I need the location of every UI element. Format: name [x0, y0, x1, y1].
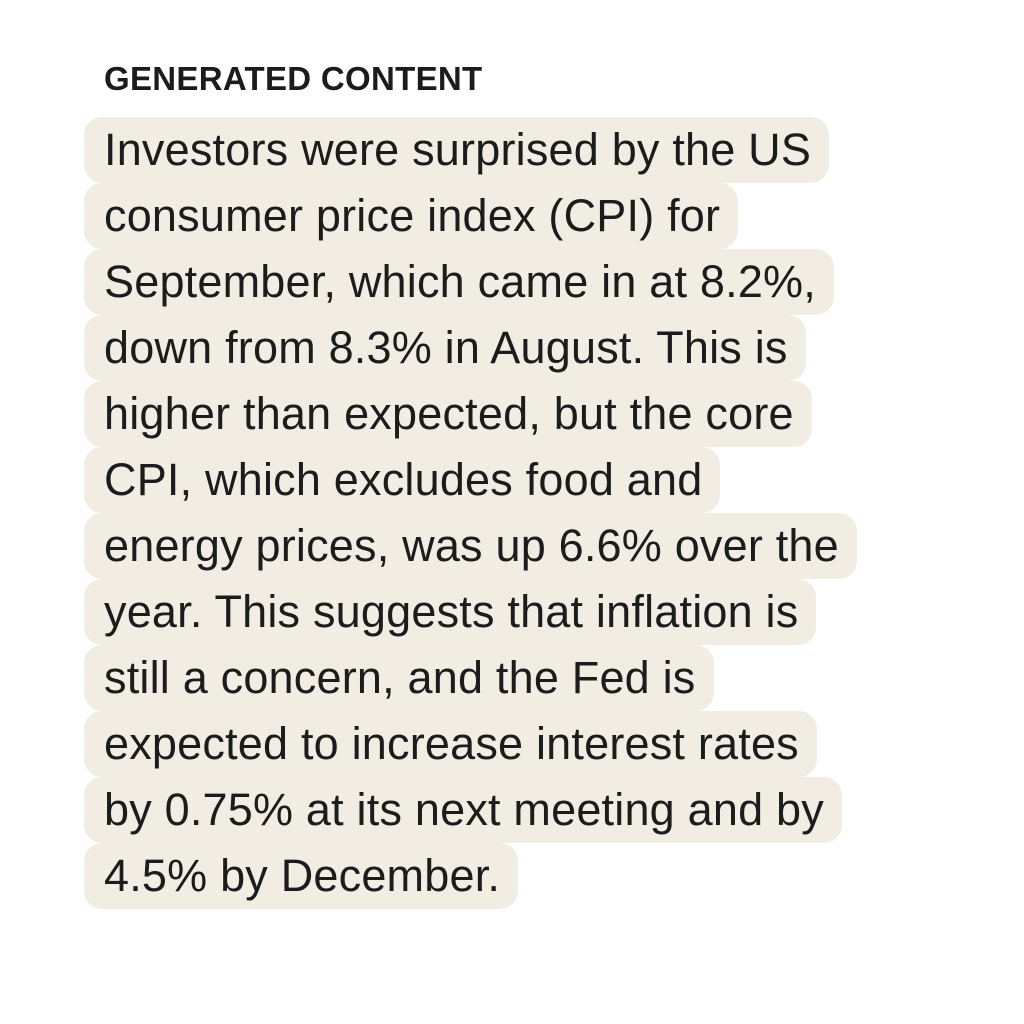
text-line: 4.5% by December. [84, 843, 519, 909]
text-line: Investors were surprised by the US [84, 117, 830, 183]
text-line: energy prices, was up 6.6% over the [84, 513, 857, 579]
text-line: down from 8.3% in August. This is [84, 315, 806, 381]
text-line: consumer price index (CPI) for [84, 183, 739, 249]
text-line: still a concern, and the Fed is [84, 645, 714, 711]
text-line: year. This suggests that inflation is [84, 579, 817, 645]
text-line: September, which came in at 8.2%, [84, 249, 834, 315]
text-line: CPI, which excludes food and [84, 447, 721, 513]
text-line: higher than expected, but the core [84, 381, 812, 447]
heading: GENERATED CONTENT [104, 60, 483, 97]
text-line: expected to increase interest rates [84, 711, 817, 777]
text-block: Investors were surprised by the US consum… [84, 117, 857, 909]
text-line: by 0.75% at its next meeting and by [84, 777, 842, 843]
